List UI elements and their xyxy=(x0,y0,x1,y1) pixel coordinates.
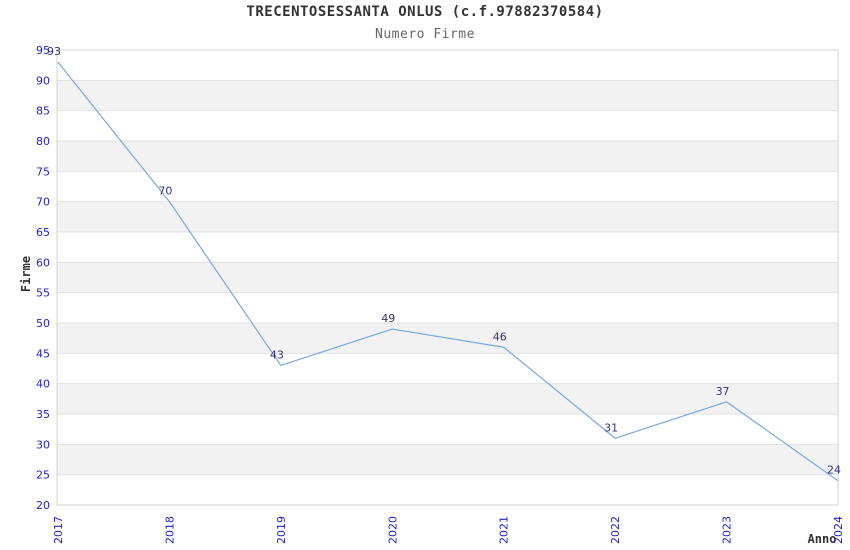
data-label: 37 xyxy=(716,385,730,398)
x-tick-label: 2021 xyxy=(498,516,511,544)
y-tick-label: 60 xyxy=(36,256,50,269)
x-tick-label: 2023 xyxy=(721,516,734,544)
x-tick-label: 2019 xyxy=(275,516,288,544)
data-label: 24 xyxy=(827,464,841,477)
data-label: 49 xyxy=(381,312,395,325)
plot-band xyxy=(57,262,838,293)
plot-band xyxy=(57,80,838,111)
y-tick-label: 20 xyxy=(36,499,50,512)
y-tick-label: 30 xyxy=(36,438,50,451)
plot-band xyxy=(57,201,838,232)
plot-band xyxy=(57,141,838,172)
x-tick-label: 2017 xyxy=(52,516,65,544)
y-tick-label: 35 xyxy=(36,408,50,421)
series-line xyxy=(57,61,839,482)
data-label: 43 xyxy=(270,348,284,361)
y-tick-label: 65 xyxy=(36,226,50,239)
y-tick-label: 45 xyxy=(36,347,50,360)
x-tick-label: 2024 xyxy=(832,516,845,544)
y-tick-label: 75 xyxy=(36,165,50,178)
plot-band xyxy=(57,383,838,414)
y-tick-label: 70 xyxy=(36,196,50,209)
data-label: 70 xyxy=(158,185,172,198)
y-tick-label: 50 xyxy=(36,317,50,330)
x-tick-label: 2022 xyxy=(609,516,622,544)
data-label: 31 xyxy=(604,421,618,434)
x-tick-label: 2020 xyxy=(386,516,399,544)
y-tick-label: 80 xyxy=(36,135,50,148)
y-tick-label: 95 xyxy=(36,44,50,57)
y-tick-label: 90 xyxy=(36,74,50,87)
plot-band xyxy=(57,444,838,475)
x-tick-label: 2018 xyxy=(163,516,176,544)
data-label: 46 xyxy=(493,330,507,343)
y-tick-label: 55 xyxy=(36,287,50,300)
data-label: 93 xyxy=(47,45,61,58)
chart-title: TRECENTOSESSANTA ONLUS (c.f.97882370584) xyxy=(246,4,604,20)
y-tick-label: 85 xyxy=(36,105,50,118)
y-tick-label: 40 xyxy=(36,378,50,391)
x-axis-label: Anno xyxy=(807,532,837,546)
y-tick-label: 25 xyxy=(36,469,50,482)
chart-subtitle: Numero Firme xyxy=(375,27,475,42)
plot-border xyxy=(56,49,839,506)
